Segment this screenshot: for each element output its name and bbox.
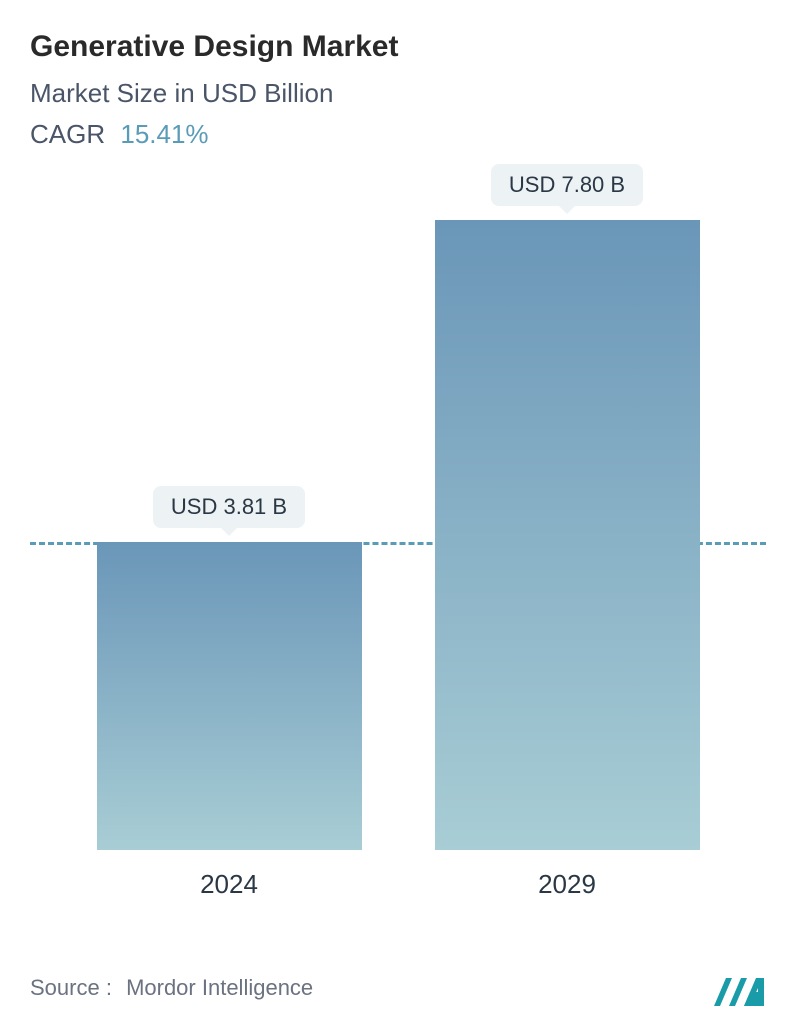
x-label-2024: 2024 — [89, 869, 369, 900]
x-label-2029: 2029 — [427, 869, 707, 900]
cagr-label: CAGR — [30, 119, 105, 149]
bars-wrapper: USD 3.81 B USD 7.80 B — [30, 180, 766, 850]
value-label-2029: USD 7.80 B — [491, 164, 643, 206]
brand-logo-icon — [712, 970, 766, 1006]
value-label-2024: USD 3.81 B — [153, 486, 305, 528]
source-text: Source : Mordor Intelligence — [30, 975, 313, 1001]
bar-2024 — [97, 542, 362, 850]
chart-container: Generative Design Market Market Size in … — [0, 0, 796, 1034]
source-label: Source : — [30, 975, 112, 1000]
bar-group-2029: USD 7.80 B — [427, 164, 707, 850]
chart-title: Generative Design Market — [30, 30, 766, 64]
footer: Source : Mordor Intelligence — [30, 970, 766, 1006]
x-axis-labels: 2024 2029 — [30, 869, 766, 900]
chart-area: USD 3.81 B USD 7.80 B 2024 2029 — [30, 180, 766, 900]
bar-2029 — [435, 220, 700, 850]
chart-subtitle: Market Size in USD Billion — [30, 78, 766, 109]
source-name: Mordor Intelligence — [126, 975, 313, 1000]
cagr-row: CAGR 15.41% — [30, 119, 766, 150]
cagr-value: 15.41% — [120, 119, 208, 149]
bar-group-2024: USD 3.81 B — [89, 486, 369, 850]
